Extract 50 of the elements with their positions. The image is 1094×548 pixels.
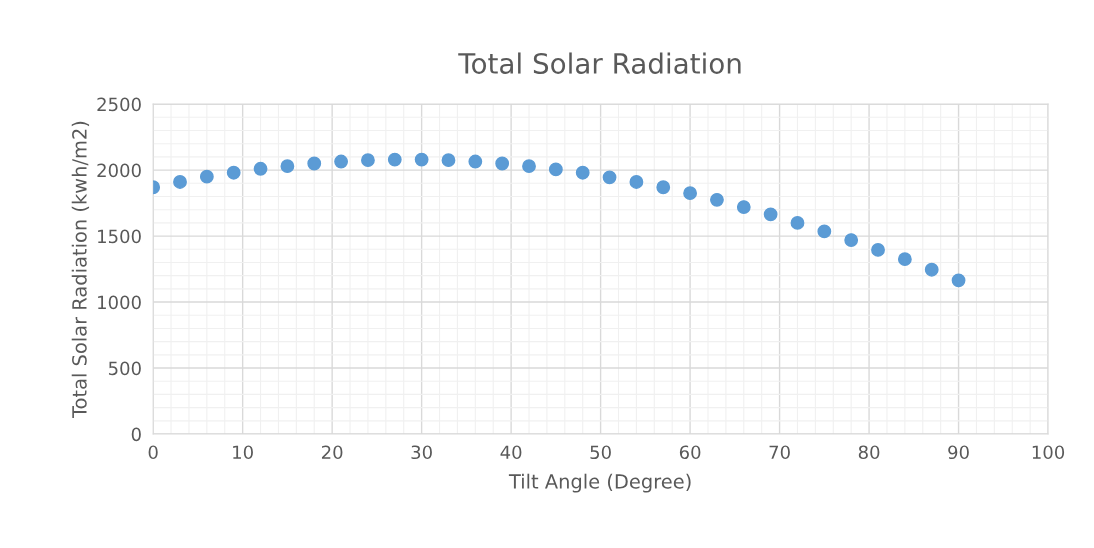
- x-tick-label: 0: [148, 445, 158, 460]
- point: [817, 224, 832, 239]
- point: [897, 252, 912, 267]
- point: [173, 175, 187, 189]
- point: [871, 243, 885, 257]
- y-tick-label: 0: [131, 427, 141, 442]
- y-tick-label: 500: [108, 361, 141, 376]
- point: [468, 154, 483, 169]
- point: [763, 207, 778, 222]
- point: [334, 154, 348, 169]
- x-tick-label: 100: [1032, 445, 1065, 460]
- point: [844, 233, 859, 247]
- x-tick-label: 60: [679, 445, 701, 460]
- x-tick-label: 20: [321, 445, 343, 460]
- y-tick-label: 2000: [97, 163, 141, 178]
- point: [414, 152, 429, 167]
- x-tick-label: 30: [411, 445, 432, 460]
- point: [602, 170, 617, 185]
- x-tick-label: 40: [500, 445, 522, 460]
- point: [199, 169, 214, 184]
- point: [924, 262, 939, 277]
- point: [307, 156, 322, 171]
- x-tick-label: 80: [858, 445, 880, 460]
- point: [441, 153, 456, 168]
- x-tick-label: 50: [590, 445, 611, 460]
- point: [656, 180, 671, 195]
- point: [253, 161, 268, 176]
- point: [710, 192, 724, 207]
- point: [522, 159, 536, 174]
- x-axis-title: Tilt Angle (Degree): [508, 473, 691, 493]
- point: [548, 162, 563, 177]
- point: [683, 186, 698, 201]
- point: [495, 156, 510, 171]
- point: [280, 159, 295, 174]
- point: [226, 165, 241, 180]
- point: [790, 215, 805, 230]
- y-tick-label: 1000: [98, 295, 141, 310]
- y-tick-label: 1500: [98, 229, 141, 244]
- y-axis-title: Total Solar Radiation (kwh/m2): [71, 121, 90, 419]
- point: [575, 165, 590, 180]
- point: [736, 200, 751, 214]
- y-tick-label: 2500: [97, 97, 141, 112]
- x-tick-label: 10: [233, 445, 253, 460]
- point: [387, 152, 402, 167]
- point: [951, 273, 966, 288]
- chart-title: Total Solar Radiation: [458, 52, 741, 74]
- x-tick-label: 90: [948, 445, 969, 460]
- point: [629, 175, 644, 189]
- point: [361, 153, 375, 168]
- x-tick-label: 70: [769, 445, 790, 460]
